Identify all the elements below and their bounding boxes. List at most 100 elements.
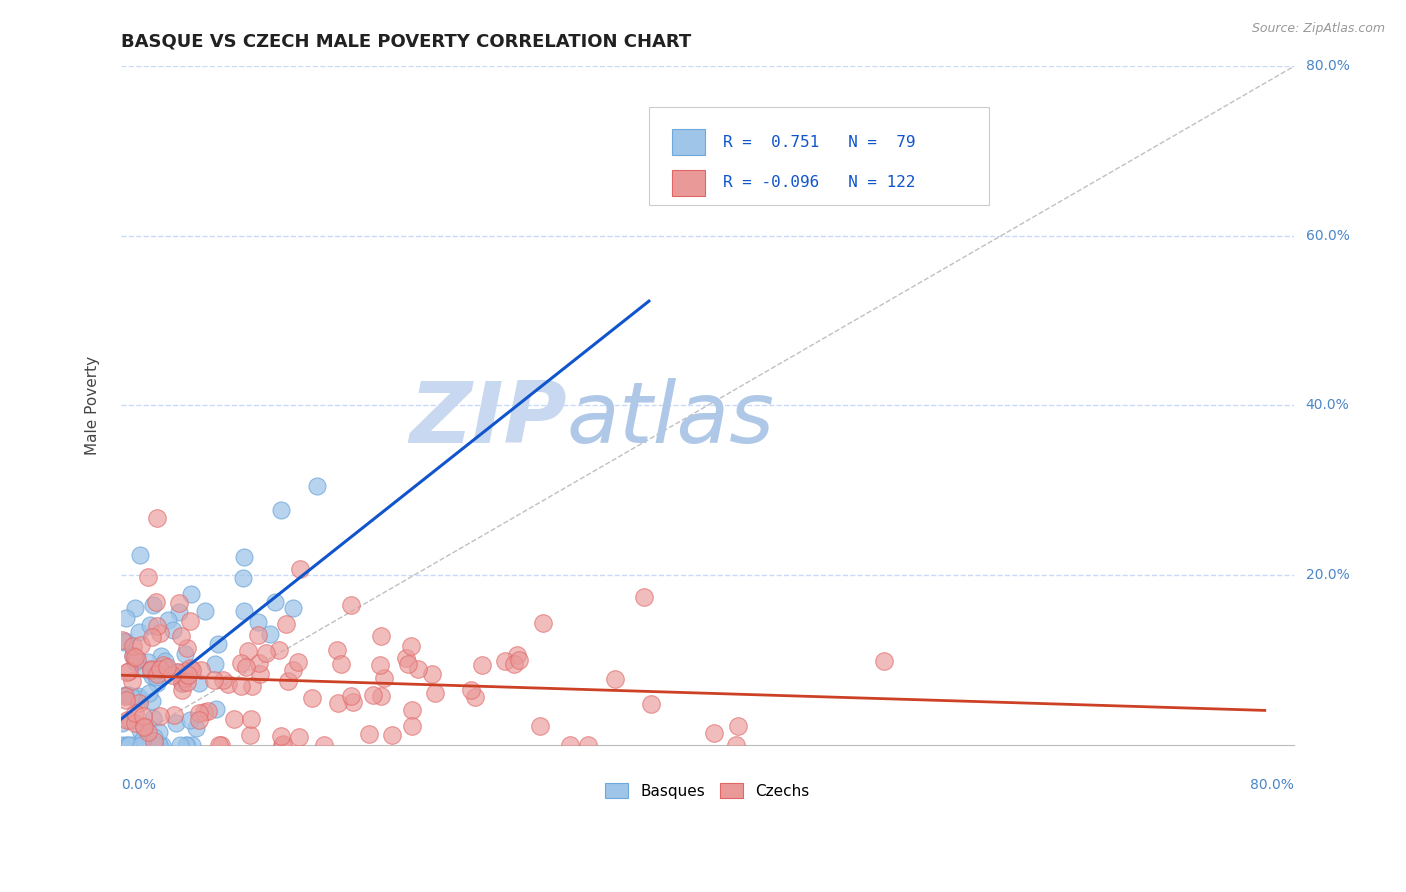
Point (149, 649, 172, 664)
Point (640, 697, 662, 711)
Point (233, 550, 256, 565)
Point (138, 686, 160, 700)
Point (146, 667, 169, 681)
Point (121, 673, 143, 688)
Point (146, 619, 169, 633)
Point (135, 725, 157, 739)
Point (146, 511, 169, 525)
Point (342, 695, 364, 709)
Point (145, 676, 167, 690)
Point (114, 688, 136, 702)
Point (281, 600, 304, 615)
Point (340, 690, 363, 704)
Text: R =  0.751   N =  79: R = 0.751 N = 79 (723, 135, 915, 150)
Point (117, 738, 139, 752)
Point (326, 643, 349, 657)
Point (370, 689, 392, 703)
Point (124, 706, 146, 721)
Point (127, 690, 149, 705)
Point (146, 738, 169, 752)
Point (156, 662, 179, 676)
Legend: Basques, Czechs: Basques, Czechs (599, 777, 815, 805)
Point (464, 690, 486, 704)
Point (254, 646, 277, 660)
Point (270, 738, 292, 752)
Point (148, 738, 170, 752)
Point (329, 657, 352, 672)
Point (118, 713, 141, 727)
Point (122, 648, 145, 662)
Point (157, 613, 180, 627)
Point (139, 738, 162, 752)
Point (277, 674, 299, 689)
Point (176, 738, 198, 752)
Point (145, 594, 167, 608)
Point (174, 671, 197, 685)
Point (202, 673, 225, 687)
Point (204, 702, 226, 716)
Point (179, 660, 201, 674)
Point (281, 663, 304, 677)
Point (132, 709, 155, 723)
Point (494, 654, 516, 668)
Point (274, 617, 297, 632)
Point (395, 651, 418, 665)
Point (176, 738, 198, 752)
Point (174, 664, 197, 678)
Point (246, 628, 269, 642)
Point (124, 715, 146, 730)
Point (270, 503, 292, 517)
Point (142, 734, 165, 748)
Point (603, 672, 626, 686)
Text: Source: ZipAtlas.com: Source: ZipAtlas.com (1251, 22, 1385, 36)
Point (167, 596, 190, 610)
Point (193, 705, 215, 719)
Point (724, 738, 747, 752)
Point (115, 610, 138, 624)
Point (117, 688, 139, 702)
Point (370, 629, 392, 643)
Point (142, 731, 165, 745)
Point (460, 683, 482, 698)
Point (122, 649, 145, 664)
Point (533, 615, 555, 630)
Point (127, 689, 149, 703)
Point (240, 680, 263, 694)
Point (506, 648, 529, 662)
Point (558, 738, 581, 752)
Point (165, 716, 187, 731)
Point (145, 670, 167, 684)
Point (153, 654, 176, 668)
Point (143, 738, 166, 752)
Point (149, 709, 172, 723)
Point (235, 660, 257, 674)
Point (121, 639, 143, 653)
Point (229, 679, 252, 693)
Text: 80.0%: 80.0% (1306, 59, 1350, 73)
Point (118, 664, 141, 678)
Point (134, 735, 156, 749)
Point (180, 587, 202, 601)
Point (340, 598, 363, 612)
Point (141, 694, 163, 708)
Text: 20.0%: 20.0% (1306, 568, 1350, 582)
Text: 60.0%: 60.0% (1306, 229, 1350, 243)
Point (173, 647, 195, 661)
Point (132, 719, 155, 733)
Point (247, 657, 270, 671)
Text: atlas: atlas (567, 377, 775, 460)
Point (305, 479, 328, 493)
Point (408, 662, 430, 676)
Point (129, 723, 152, 737)
Text: 40.0%: 40.0% (1306, 399, 1350, 412)
Point (239, 728, 262, 742)
Point (118, 738, 141, 752)
Point (181, 738, 204, 752)
Point (287, 655, 309, 669)
Point (727, 719, 749, 733)
Point (162, 623, 184, 637)
Point (138, 655, 160, 669)
Point (170, 683, 193, 698)
Point (529, 719, 551, 733)
Point (425, 686, 447, 700)
